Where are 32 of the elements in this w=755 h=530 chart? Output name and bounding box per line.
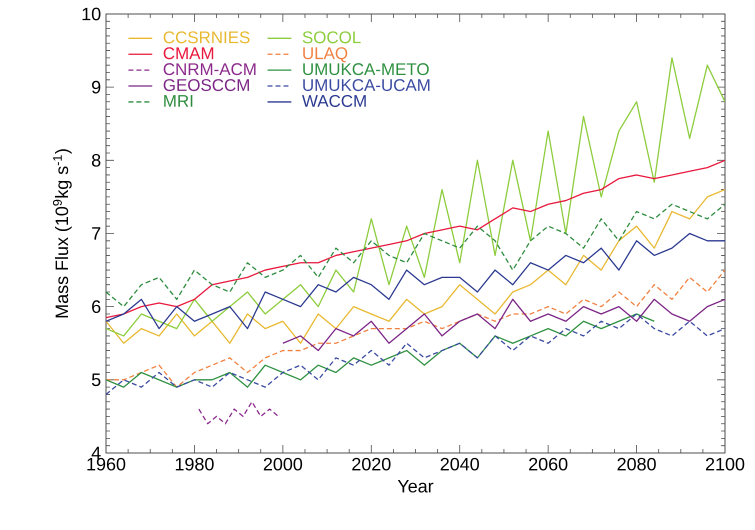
legend-label: CMAM bbox=[164, 47, 214, 60]
legend-label: GEOSCCM bbox=[164, 79, 249, 92]
x-tick-label: 2020 bbox=[352, 458, 391, 471]
y-tick-label: 10 bbox=[82, 8, 100, 20]
line-series bbox=[106, 232, 726, 330]
legend-label: ULAQ bbox=[303, 47, 348, 62]
line-series bbox=[106, 160, 726, 318]
x-tick-label: 2000 bbox=[264, 458, 302, 471]
legend-label: UMUKCA-METO bbox=[303, 63, 429, 76]
y-tick-label: 8 bbox=[92, 154, 100, 167]
x-tick-label: 2040 bbox=[440, 458, 479, 471]
legend-label: SOCOL bbox=[302, 31, 361, 44]
legend-label: CCSRNIES bbox=[164, 31, 250, 44]
y-tick-label: 7 bbox=[92, 227, 100, 240]
legend-label: MRI bbox=[164, 95, 192, 107]
legend-label: WACCM bbox=[302, 94, 366, 107]
y-tick-label: 4 bbox=[92, 446, 101, 460]
legend-label: CNRM-ACM bbox=[164, 63, 256, 76]
x-tick-label: 2060 bbox=[529, 458, 568, 471]
line-series bbox=[198, 401, 280, 424]
line-series bbox=[282, 298, 726, 352]
x-tick-label: 2080 bbox=[618, 458, 656, 471]
x-axis-title: Year bbox=[398, 480, 434, 493]
y-tick-label: 6 bbox=[92, 300, 100, 313]
x-tick-label: 1960 bbox=[87, 458, 126, 471]
x-tick-label: 2100 bbox=[706, 458, 744, 471]
y-tick-label: 5 bbox=[92, 374, 100, 386]
y-tick-label: 9 bbox=[92, 80, 100, 94]
y-axis-title: Mass Flux (10$^{9}$kg s$^{-1}$) bbox=[52, 149, 72, 318]
legend-label: UMUKCA-UCAM bbox=[303, 79, 430, 92]
x-tick-label: 1980 bbox=[176, 458, 214, 471]
line-series bbox=[106, 188, 726, 344]
